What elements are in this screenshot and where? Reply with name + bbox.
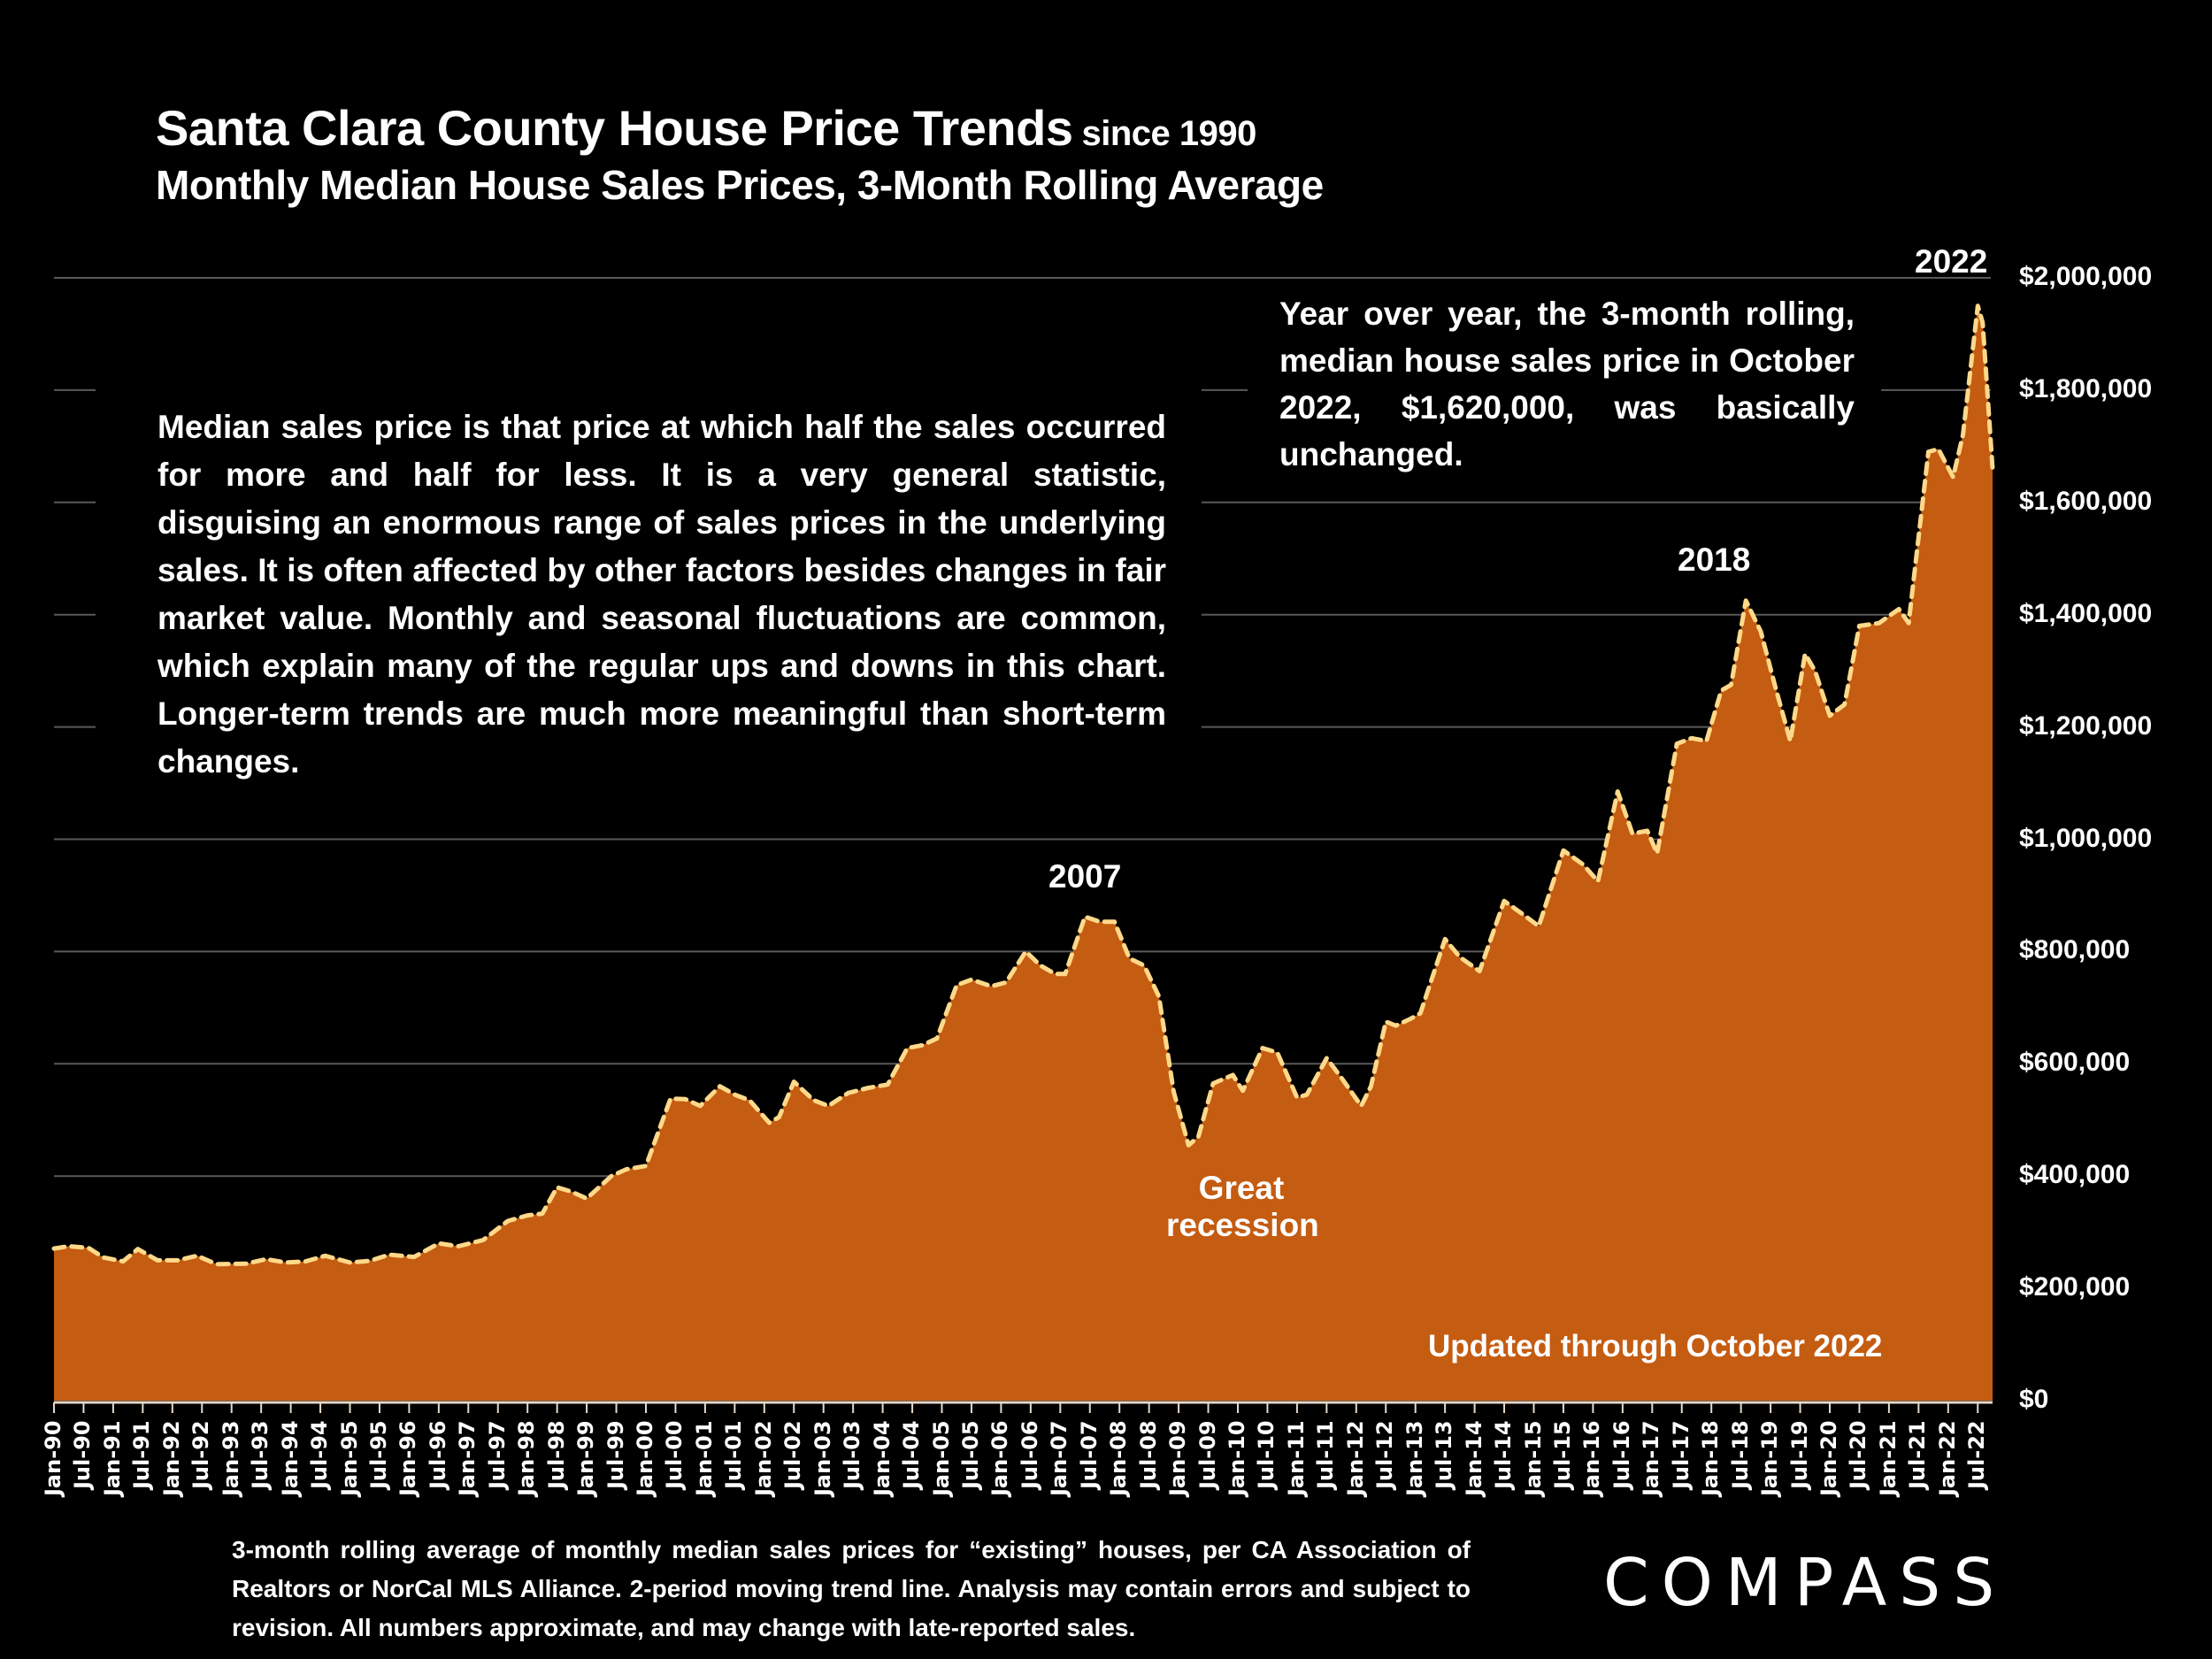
x-tick-label: Jul-22: [1964, 1420, 1990, 1489]
y-tick-label: $2,000,000: [2019, 262, 2153, 291]
x-tick-label: Jan-20: [1816, 1420, 1841, 1496]
x-tick-label: Jul-92: [188, 1420, 214, 1489]
x-tick-label: Jan-19: [1757, 1420, 1783, 1496]
x-tick-label: Jul-91: [129, 1420, 155, 1489]
x-tick-label: Jan-08: [1106, 1420, 1132, 1496]
x-tick-label: Jan-12: [1342, 1420, 1368, 1496]
x-tick-label: Jan-09: [1165, 1420, 1191, 1496]
annotation-great-recession: Great recession: [1166, 1170, 1319, 1244]
x-tick-label: Jul-98: [543, 1420, 569, 1489]
x-tick-label: Jan-15: [1520, 1420, 1546, 1496]
x-tick-label: Jan-04: [869, 1420, 895, 1496]
compass-logo: COMPASS: [1603, 1545, 2008, 1621]
annotation-great-recession-line1: Great: [1198, 1170, 1285, 1206]
x-tick-label: Jul-05: [957, 1420, 983, 1489]
x-tick-label: Jul-11: [1313, 1420, 1339, 1489]
x-tick-label: Jul-94: [307, 1420, 333, 1489]
x-tick-label: Jul-90: [70, 1420, 96, 1489]
x-tick-label: Jul-19: [1786, 1420, 1812, 1489]
x-tick-label: Jan-91: [99, 1420, 125, 1496]
x-tick-label: Jul-20: [1846, 1420, 1871, 1489]
x-tick-label: Jan-11: [1283, 1420, 1309, 1496]
x-tick-label: Jan-06: [987, 1420, 1013, 1496]
annotation-updated-through: Updated through October 2022: [1428, 1329, 1883, 1363]
y-tick-label: $200,000: [2019, 1272, 2131, 1302]
x-tick-label: Jul-09: [1194, 1420, 1220, 1489]
median-explanation-textbox: Median sales price is that price at whic…: [96, 382, 1202, 803]
x-tick-label: Jan-18: [1698, 1420, 1724, 1496]
x-tick-label: Jan-16: [1579, 1420, 1605, 1496]
x-tick-label: Jan-99: [573, 1420, 599, 1496]
x-tick-label: Jan-22: [1934, 1420, 1960, 1496]
x-tick-label: Jul-95: [365, 1420, 391, 1489]
x-tick-label: Jan-92: [158, 1420, 184, 1496]
x-tick-label: Jan-00: [633, 1420, 657, 1496]
x-axis: [53, 1401, 1993, 1413]
x-tick-label: Jan-94: [277, 1420, 303, 1496]
x-tick-label: Jan-03: [810, 1420, 835, 1496]
x-tick-label: Jul-21: [1905, 1420, 1931, 1489]
x-tick-label: Jul-15: [1549, 1420, 1575, 1489]
x-tick-label: Jul-12: [1372, 1420, 1398, 1489]
chart-title: Santa Clara County House Price Trends sin…: [156, 100, 1256, 156]
footnote: 3-month rolling average of monthly media…: [232, 1536, 1471, 1641]
x-tick-label: Jul-13: [1432, 1420, 1457, 1489]
x-tick-label: Jan-14: [1461, 1420, 1486, 1496]
x-tick-label: Jul-14: [1491, 1420, 1517, 1489]
x-tick-label: Jan-98: [514, 1420, 540, 1496]
x-tick-label: Jul-97: [484, 1420, 510, 1489]
x-tick-label: Jan-21: [1875, 1420, 1901, 1496]
x-tick-label: Jan-13: [1402, 1420, 1427, 1496]
x-tick-label: Jul-17: [1668, 1420, 1694, 1489]
annotation-great-recession-line2: recession: [1166, 1207, 1319, 1243]
x-tick-label: Jan-93: [218, 1420, 243, 1496]
x-tick-label: Jul-07: [1076, 1420, 1102, 1489]
x-tick-label: Jul-00: [662, 1420, 687, 1489]
y-tick-label: $1,800,000: [2019, 373, 2153, 403]
x-tick-label: Jul-02: [780, 1420, 806, 1489]
x-tick-label: Jul-96: [425, 1420, 450, 1489]
y-tick-label: $400,000: [2019, 1160, 2131, 1190]
y-tick-label: $800,000: [2019, 935, 2131, 965]
x-tick-label: Jan-97: [455, 1420, 480, 1496]
x-tick-label: Jan-02: [750, 1420, 776, 1496]
x-tick-label: Jul-03: [840, 1420, 865, 1489]
y-tick-label: $600,000: [2019, 1048, 2131, 1078]
x-tick-label: Jan-10: [1225, 1420, 1249, 1496]
x-tick-label: Jan-96: [396, 1420, 421, 1496]
x-tick-label: Jul-04: [899, 1420, 925, 1489]
x-tick-label: Jul-16: [1609, 1420, 1634, 1489]
trend-line: [51, 303, 1995, 1267]
x-tick-label: Jul-93: [248, 1420, 273, 1489]
x-tick-label: Jul-18: [1727, 1420, 1753, 1489]
x-tick-label: Jul-10: [1254, 1420, 1279, 1489]
y-tick-label: $1,400,000: [2019, 598, 2153, 628]
x-tick-label: Jul-06: [1017, 1420, 1042, 1489]
x-tick-label: Jul-08: [1135, 1420, 1161, 1489]
x-tick-label: Jul-01: [721, 1420, 747, 1489]
x-tick-label: Jan-90: [41, 1420, 65, 1496]
x-tick-label: Jul-99: [603, 1420, 628, 1489]
x-tick-label: Jan-05: [928, 1420, 954, 1496]
annotation-2018: 2018: [1678, 541, 1751, 578]
annotation-2007: 2007: [1048, 858, 1122, 895]
yoy-summary-textbox: Year over year, the 3-month rolling, med…: [1248, 281, 1881, 487]
x-tick-label: Jan-95: [336, 1420, 362, 1496]
chart-title-suffix: since 1990: [1081, 114, 1256, 153]
x-tick-label: Jan-07: [1047, 1420, 1072, 1496]
price-area: [54, 305, 1993, 1402]
y-tick-label: $1,200,000: [2019, 710, 2153, 741]
x-tick-label: Jan-01: [691, 1420, 717, 1496]
chart-subtitle: Monthly Median House Sales Prices, 3-Mon…: [156, 162, 1324, 208]
y-tick-label: $0: [2019, 1385, 2049, 1414]
y-tick-label: $1,000,000: [2019, 823, 2153, 853]
y-tick-label: $1,600,000: [2019, 486, 2153, 516]
annotation-2022: 2022: [1915, 243, 1988, 280]
x-tick-label: Jan-17: [1639, 1420, 1664, 1496]
